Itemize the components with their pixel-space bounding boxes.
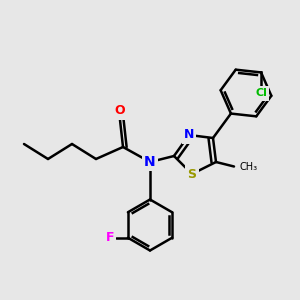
Text: Cl: Cl [255,88,267,98]
Text: N: N [144,155,156,169]
Text: S: S [188,167,196,181]
Text: CH₃: CH₃ [240,161,258,172]
Text: N: N [184,128,194,142]
Text: F: F [106,231,114,244]
Text: O: O [115,104,125,118]
